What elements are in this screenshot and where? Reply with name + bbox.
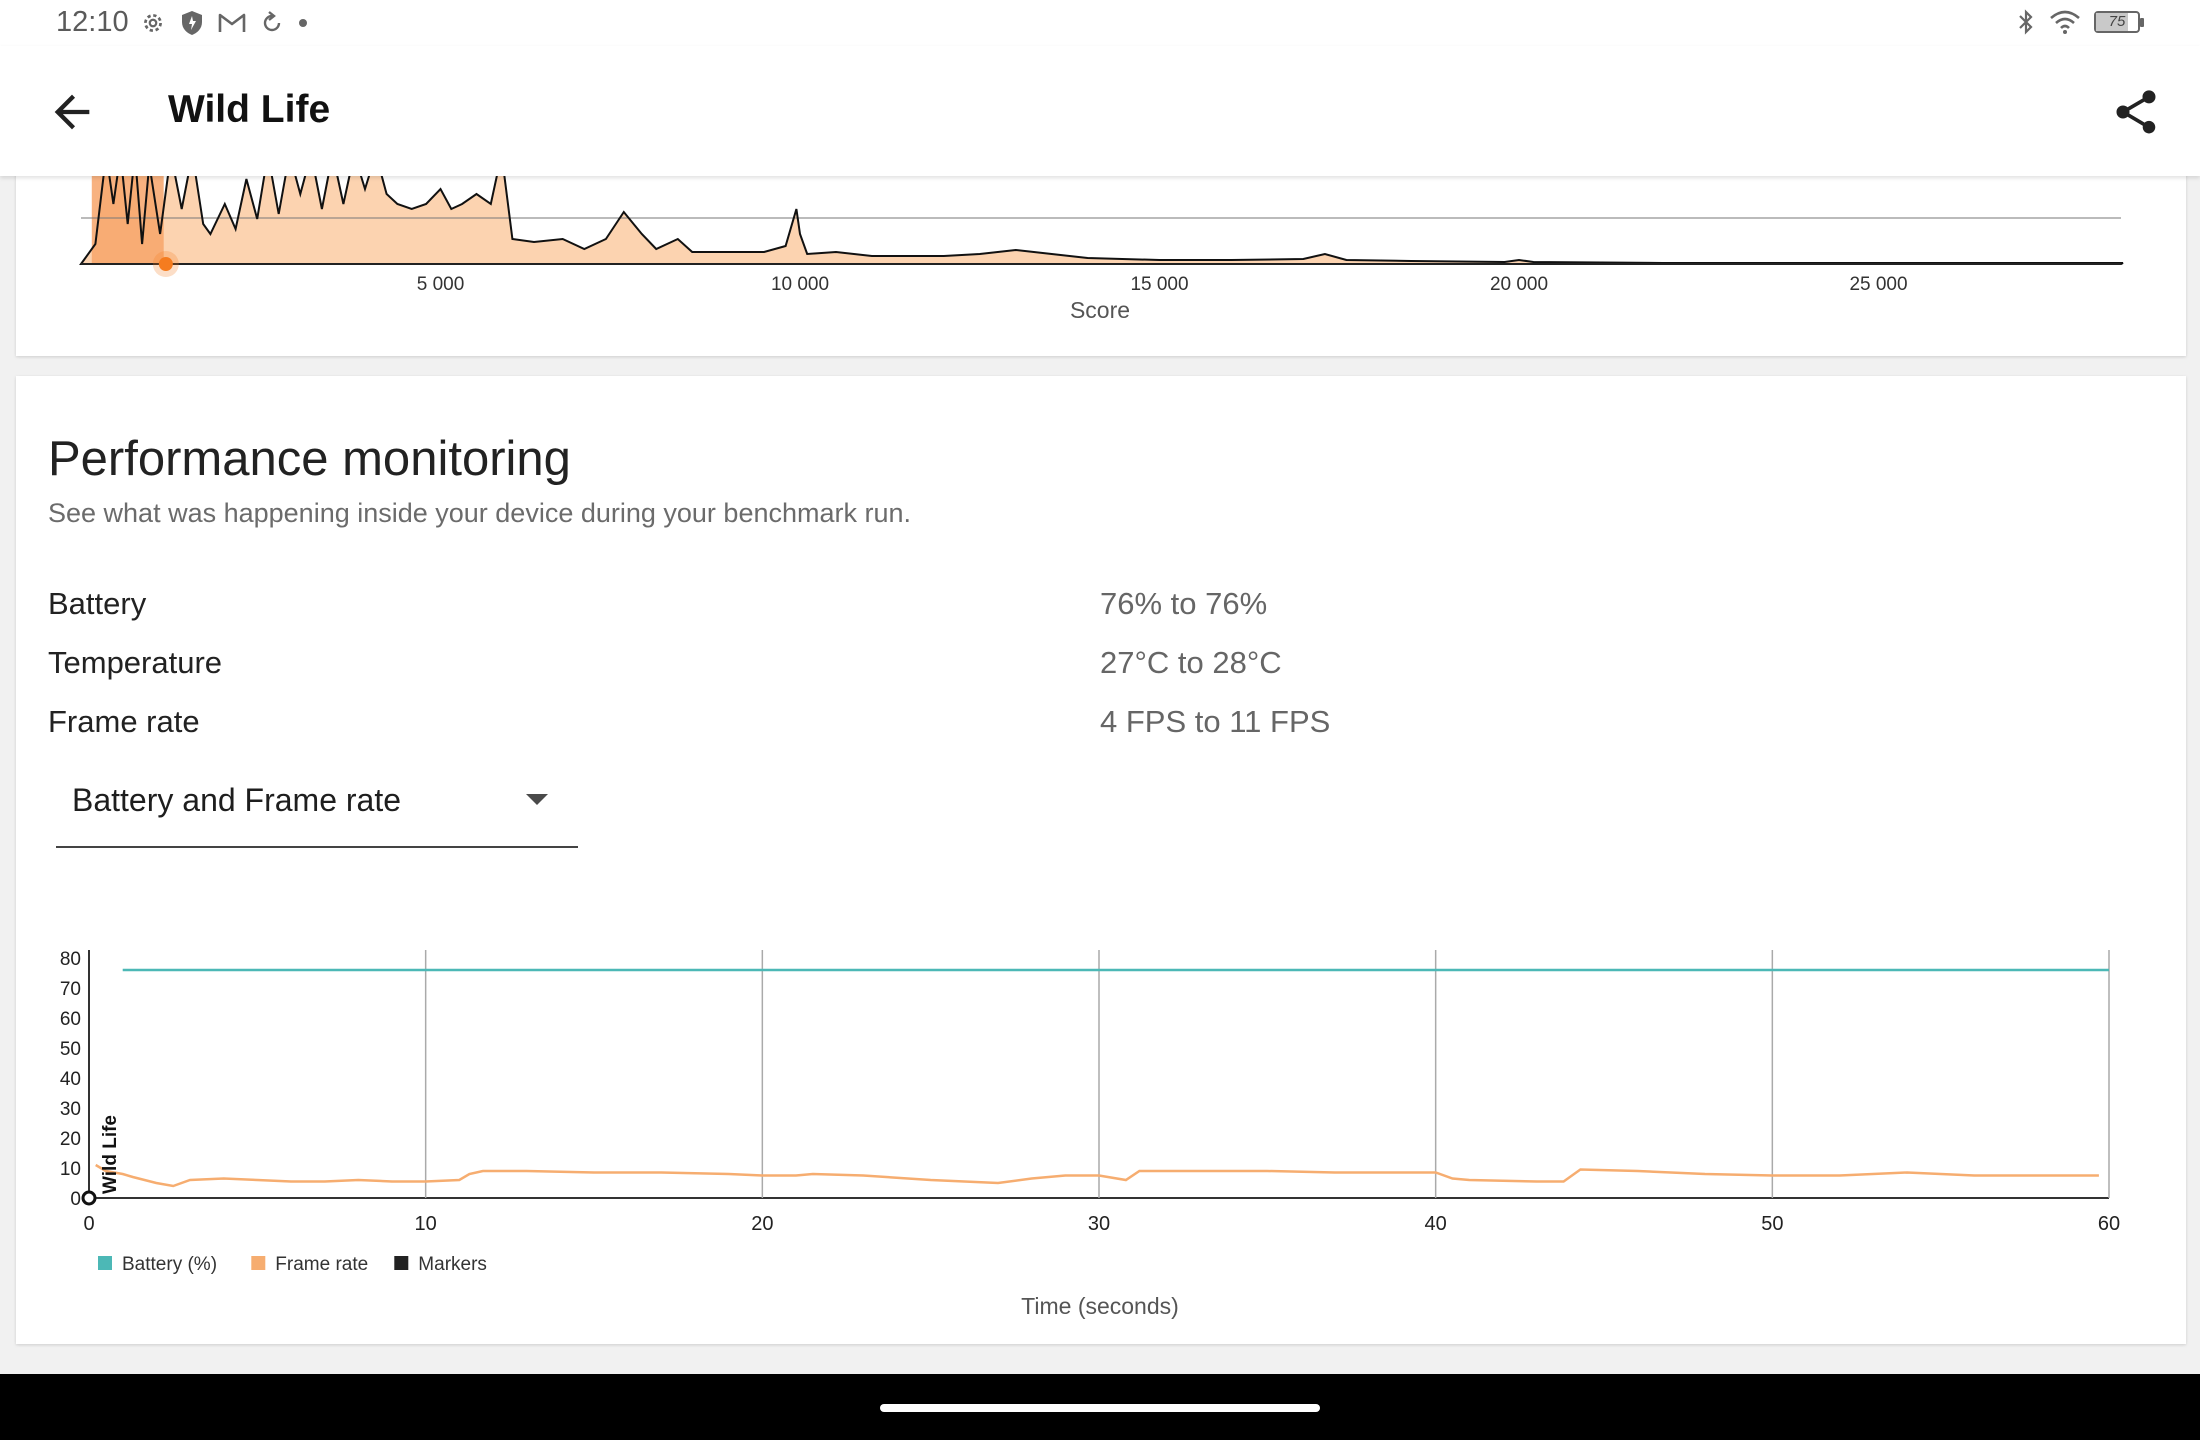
frame-rate-series-line xyxy=(95,1163,2099,1188)
y-tick-label: 60 xyxy=(60,1009,81,1030)
share-icon xyxy=(2116,90,2156,134)
share-button[interactable] xyxy=(2110,86,2162,138)
stat-value-frame-rate: 4 FPS to 11 FPS xyxy=(1100,704,1331,739)
x-tick-label: 40 xyxy=(1425,1213,1447,1235)
score-tick-label: 15 000 xyxy=(1130,274,1188,295)
dropdown-selected-label: Battery and Frame rate xyxy=(72,782,402,818)
x-tick-label: 0 xyxy=(83,1213,94,1235)
y-tick-label: 70 xyxy=(60,979,81,1000)
performance-card: Performance monitoring See what was happ… xyxy=(16,376,2186,1344)
y-tick-label: 50 xyxy=(60,1039,81,1060)
wifi-icon xyxy=(2050,10,2080,34)
status-time: 12:10 xyxy=(56,6,129,38)
sync-icon xyxy=(263,11,281,32)
dropdown-arrow-icon xyxy=(526,794,548,805)
legend-label: Markers xyxy=(418,1254,487,1275)
stat-value-battery: 76% to 76% xyxy=(1100,586,1268,621)
arrow-back-icon xyxy=(54,94,90,130)
x-axis-label: Time (seconds) xyxy=(1021,1293,1179,1319)
score-tick-label: 10 000 xyxy=(771,274,829,295)
status-bar: 12:10 75 xyxy=(0,0,2200,46)
navigation-bar xyxy=(0,1374,2200,1440)
home-pill[interactable] xyxy=(880,1404,1320,1412)
x-tick-label: 20 xyxy=(751,1213,773,1235)
legend-label: Battery (%) xyxy=(122,1254,217,1275)
score-tick-label: 5 000 xyxy=(417,274,465,295)
gmail-icon xyxy=(218,13,246,32)
legend-swatch xyxy=(98,1256,112,1270)
x-tick-label: 60 xyxy=(2098,1213,2120,1235)
legend-swatch xyxy=(394,1256,409,1270)
y-tick-label: 80 xyxy=(60,949,81,970)
bluetooth-icon xyxy=(2019,9,2033,35)
battery-icon: 75 xyxy=(2094,11,2144,33)
app-bar: Wild Life xyxy=(0,46,2200,176)
performance-subtitle: See what was happening inside your devic… xyxy=(48,498,912,528)
score-axis-label: Score xyxy=(1070,297,1130,323)
score-distribution-outline xyxy=(79,150,2124,265)
battery-level-fill xyxy=(2096,13,2128,31)
chart-type-dropdown[interactable]: Battery and Frame rate xyxy=(56,772,578,848)
stat-label-temperature: Temperature xyxy=(48,645,223,680)
back-button[interactable] xyxy=(46,86,98,138)
dot-icon xyxy=(299,19,307,27)
stat-label-battery: Battery xyxy=(48,586,147,621)
y-tick-label: 30 xyxy=(60,1099,81,1120)
performance-title: Performance monitoring xyxy=(48,432,571,486)
performance-chart: 0 10 20 30 40 50 60 0 10 20 30 40 50 60 70 80 Wild Life B… xyxy=(60,949,2120,1319)
wild-life-marker xyxy=(81,1190,97,1206)
legend-label: Frame rate xyxy=(275,1254,368,1275)
stat-label-frame-rate: Frame rate xyxy=(48,704,200,739)
y-tick-label: 40 xyxy=(60,1069,81,1090)
score-distribution-area xyxy=(81,154,2123,264)
wild-life-marker-label: Wild Life xyxy=(100,1115,121,1194)
y-tick-label: 10 xyxy=(60,1159,81,1180)
x-tick-label: 10 xyxy=(415,1213,437,1235)
shield-icon xyxy=(182,11,202,35)
page-title: Wild Life xyxy=(168,88,331,131)
x-tick-label: 30 xyxy=(1088,1213,1110,1235)
y-tick-label: 0 xyxy=(70,1189,81,1210)
score-tick-label: 20 000 xyxy=(1490,274,1548,295)
status-right-icons: 75 xyxy=(2016,8,2144,36)
x-tick-label: 50 xyxy=(1761,1213,1783,1235)
score-tick-label: 25 000 xyxy=(1849,274,1907,295)
battery-level-text: 75 xyxy=(2108,13,2126,30)
score-distribution-chart: 5 000 10 000 15 000 20 000 25 000 Score xyxy=(79,150,2124,323)
score-marker-dot xyxy=(158,257,173,271)
stat-value-temperature: 27°C to 28°C xyxy=(1100,645,1282,680)
status-left-icons xyxy=(140,10,308,36)
settings-icon xyxy=(144,14,162,32)
score-distribution-card: 5 000 10 000 15 000 20 000 25 000 Score xyxy=(16,150,2186,356)
y-tick-label: 20 xyxy=(60,1129,81,1150)
legend-swatch xyxy=(251,1256,266,1270)
